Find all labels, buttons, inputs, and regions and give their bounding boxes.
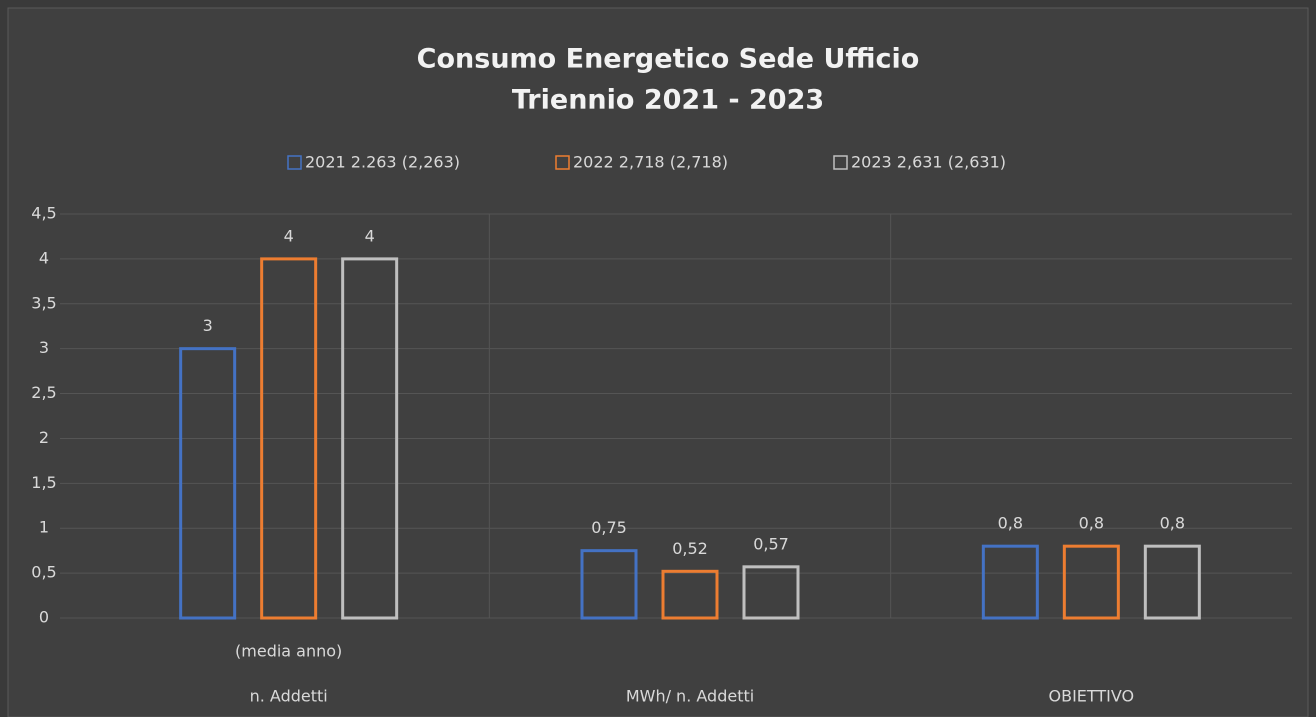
x-tick-label: MWh/ n. Addetti [626, 687, 754, 706]
data-label: 4 [365, 226, 375, 245]
legend-swatch [833, 155, 848, 170]
x-tick-label: OBIETTIVO [1049, 687, 1135, 706]
bar [1062, 544, 1120, 620]
data-label: 3 [203, 316, 213, 335]
data-label: 0,8 [1160, 514, 1185, 533]
bar [580, 549, 638, 620]
y-tick-label: 1 [39, 518, 49, 537]
y-tick-label: 2 [39, 428, 49, 447]
y-tick-label: 3 [39, 338, 49, 357]
legend-swatch [287, 155, 302, 170]
y-tick-label: 1,5 [31, 473, 56, 492]
data-label: 0,52 [672, 539, 708, 558]
y-tick-label: 0 [39, 608, 49, 627]
data-label: 0,8 [1079, 514, 1104, 533]
legend-label: 2021 2.263 (2,263) [305, 153, 460, 172]
bar [1143, 544, 1201, 620]
legend-label: 2023 2,631 (2,631) [851, 153, 1006, 172]
data-label: 0,57 [753, 534, 789, 553]
bar [179, 347, 237, 620]
y-tick-label: 0,5 [31, 563, 56, 582]
bar [742, 565, 800, 620]
legend-label: 2022 2,718 (2,718) [573, 153, 728, 172]
data-label: 0,75 [591, 518, 627, 537]
chart-background [7, 7, 1309, 717]
bar [260, 257, 318, 620]
chart-title: Consumo Energetico Sede Ufficio [417, 44, 920, 75]
category-annotation: (media anno) [235, 642, 342, 661]
y-tick-label: 2,5 [31, 383, 56, 402]
x-tick-label: n. Addetti [250, 687, 328, 706]
bar [661, 569, 719, 620]
y-tick-label: 4,5 [31, 204, 56, 223]
bar [981, 544, 1039, 620]
y-tick-label: 3,5 [31, 293, 56, 312]
bar [341, 257, 399, 620]
y-tick-label: 4 [39, 248, 49, 267]
chart-subtitle: Triennio 2021 - 2023 [512, 85, 824, 116]
legend-swatch [555, 155, 570, 170]
data-label: 4 [284, 226, 294, 245]
data-label: 0,8 [998, 514, 1023, 533]
